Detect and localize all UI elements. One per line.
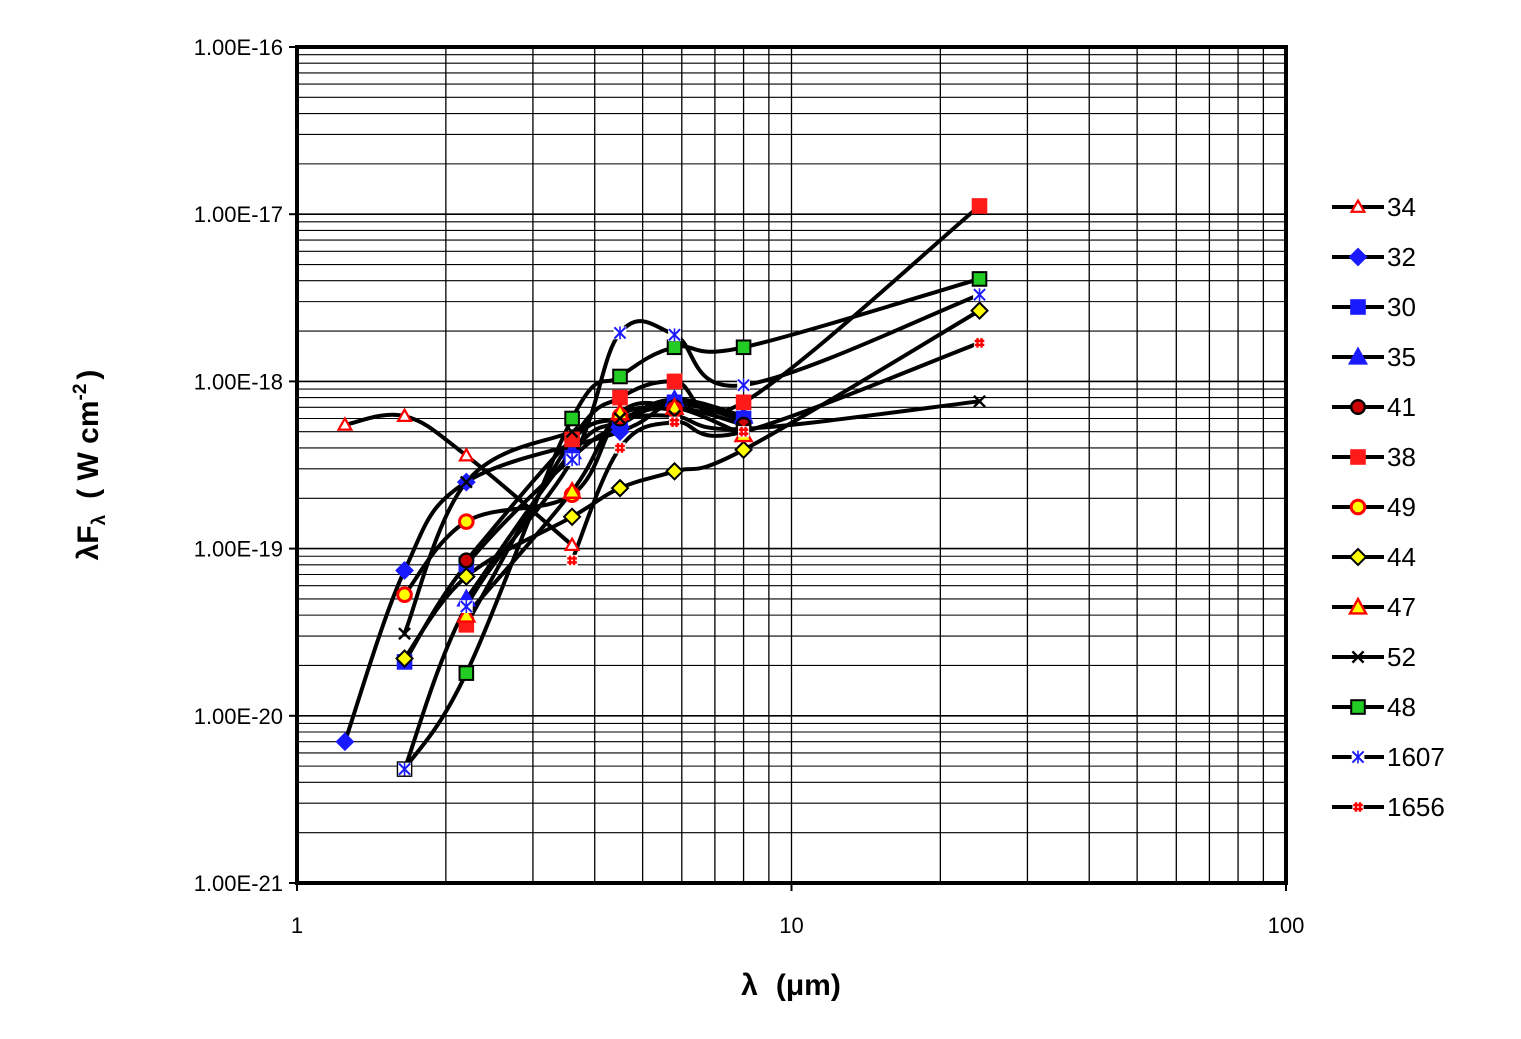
- data-point-1607: [459, 600, 473, 613]
- data-point-44: [734, 440, 753, 460]
- legend-marker-32: [1348, 247, 1368, 267]
- legend-label-35: 35: [1387, 342, 1416, 372]
- data-point-44: [395, 649, 414, 668]
- legend-label-32: 32: [1387, 242, 1416, 272]
- data-point-1607: [398, 762, 411, 776]
- data-point-48: [735, 339, 752, 356]
- data-point-44: [456, 567, 476, 587]
- data-point-49: [458, 513, 475, 530]
- legend-marker-48: [1350, 699, 1366, 715]
- data-point-38: [666, 373, 683, 390]
- data-point-38: [735, 394, 752, 411]
- data-point-48: [458, 665, 475, 681]
- legend-marker-44: [1348, 547, 1368, 567]
- legend-label-41: 41: [1387, 392, 1416, 422]
- data-point-1607: [565, 453, 579, 467]
- data-point-41: [458, 552, 475, 569]
- data-point-48: [612, 368, 628, 385]
- series-line-1656: [570, 340, 982, 563]
- data-point-1656: [668, 416, 681, 428]
- data-point-1656: [566, 554, 578, 567]
- data-point-1607: [737, 378, 750, 392]
- data-point-48: [666, 339, 683, 356]
- data-point-48: [564, 410, 580, 427]
- data-point-48: [971, 271, 988, 287]
- data-point-34: [563, 536, 581, 551]
- data-point-1607: [973, 288, 986, 302]
- y-tick-label: 1.00E-19: [194, 537, 283, 562]
- data-point-47: [664, 396, 685, 415]
- data-point-52: [973, 394, 986, 408]
- legend-marker-49: [1349, 498, 1367, 516]
- data-point-38: [564, 431, 580, 448]
- legend-label-47: 47: [1387, 592, 1416, 622]
- legend-marker-30: [1350, 299, 1366, 315]
- series-line-47: [464, 400, 746, 618]
- data-point-32: [335, 732, 355, 752]
- legend-label-1656: 1656: [1387, 792, 1445, 822]
- data-point-44: [970, 301, 989, 321]
- y-axis-title: λFλ( W cm-2): [70, 370, 110, 561]
- legend-label-49: 49: [1387, 492, 1416, 522]
- y-tick-label: 1.00E-16: [194, 35, 283, 60]
- data-point-52: [613, 412, 627, 425]
- x-tick-label: 100: [1268, 913, 1305, 938]
- legend-marker-47: [1347, 596, 1369, 615]
- data-point-1656: [737, 426, 750, 438]
- data-point-34: [396, 407, 413, 423]
- legend-marker-1607: [1351, 750, 1365, 764]
- data-point-52: [459, 475, 473, 489]
- series-lines: [342, 204, 982, 772]
- data-point-49: [396, 586, 413, 604]
- data-point-47: [562, 480, 583, 499]
- data-point-44: [562, 507, 582, 527]
- legend-label-48: 48: [1387, 692, 1416, 722]
- series-markers: [335, 198, 989, 777]
- grid: [297, 47, 1286, 884]
- y-tick-label: 1.00E-17: [194, 202, 283, 227]
- data-point-52: [565, 425, 579, 439]
- data-point-44: [610, 478, 630, 498]
- legend-marker-1656: [1352, 801, 1364, 813]
- data-point-47: [456, 604, 477, 623]
- series-line-48: [402, 276, 982, 772]
- data-point-52: [398, 627, 411, 641]
- legend-label-38: 38: [1387, 442, 1416, 472]
- legend-label-44: 44: [1387, 542, 1416, 572]
- y-tick-label: 1.00E-20: [194, 704, 283, 729]
- legend-marker-41: [1349, 399, 1366, 416]
- data-point-1656: [973, 337, 986, 349]
- legend-marker-38: [1350, 449, 1366, 465]
- x-axis-title: λ (μm): [741, 969, 841, 1002]
- legend-label-30: 30: [1387, 292, 1416, 322]
- data-point-38: [971, 198, 988, 214]
- data-point-34: [458, 446, 475, 462]
- legend-label-52: 52: [1387, 642, 1416, 672]
- axis-ticks: 1 10 100 1.00E-16 1.00E-17 1.00E-18 1.00E-19 1.…: [194, 35, 1305, 938]
- legend-label-1607: 1607: [1387, 742, 1445, 772]
- legend-marker-35: [1347, 346, 1369, 365]
- legend-label-34: 34: [1387, 192, 1416, 222]
- legend: 34 32 30 35 41 38 49 44 47 52 48 1607 1656: [1332, 192, 1445, 822]
- data-point-1656: [614, 442, 626, 454]
- x-tick-label: 1: [291, 913, 303, 938]
- data-point-1607: [668, 328, 681, 342]
- legend-marker-52: [1351, 650, 1365, 664]
- legend-marker-34: [1349, 198, 1367, 213]
- x-tick-label: 10: [779, 913, 803, 938]
- data-point-44: [665, 461, 684, 481]
- data-point-32: [395, 561, 414, 580]
- data-point-1607: [613, 326, 627, 340]
- series-line-44: [402, 308, 982, 661]
- data-point-34: [336, 416, 354, 431]
- y-tick-label: 1.00E-18: [194, 369, 283, 394]
- y-tick-label: 1.00E-21: [194, 871, 283, 896]
